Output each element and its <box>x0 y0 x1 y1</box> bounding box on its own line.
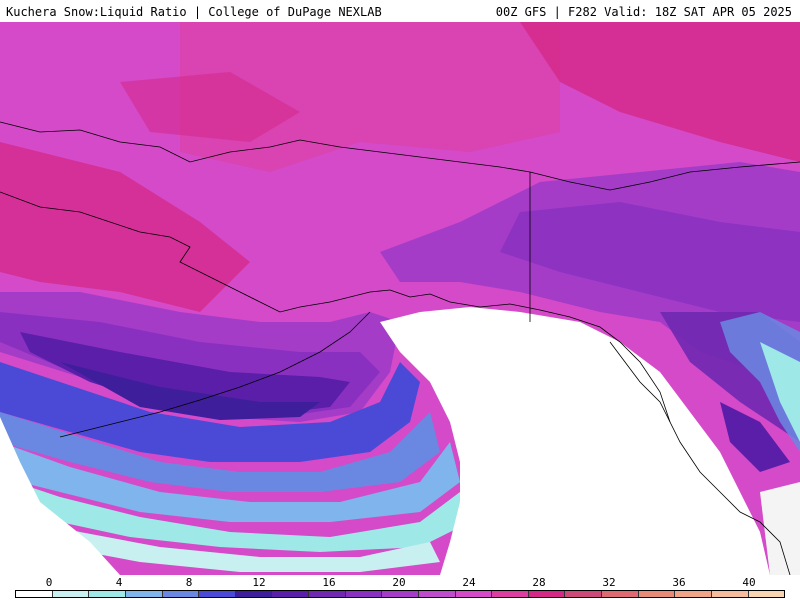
pale-cyan-band <box>0 512 440 572</box>
light-blue-band <box>0 412 440 492</box>
legend-swatch <box>345 591 383 597</box>
color-legend: 0 4 8 12 16 20 24 28 32 36 40 <box>0 575 800 600</box>
legend-swatch <box>89 591 126 597</box>
legend-swatch <box>602 591 639 597</box>
bc-coast-land <box>760 482 800 575</box>
legend-tick: 4 <box>115 576 123 589</box>
bering-ocean <box>0 417 120 575</box>
legend-tick: 40 <box>742 576 756 589</box>
cyan-band <box>0 477 460 552</box>
legend-tick: 16 <box>322 576 336 589</box>
coastal-band-4 <box>60 362 320 420</box>
legend-tick: 32 <box>602 576 616 589</box>
coastlines <box>0 121 800 575</box>
pale-blue-band <box>0 442 460 522</box>
legend-swatch <box>638 591 676 597</box>
legend-swatch <box>16 591 53 597</box>
model-run-label: 00Z GFS | F282 Valid: 18Z SAT APR 05 202… <box>495 5 792 19</box>
legend-swatch <box>565 591 602 597</box>
high-ratio-zone-east <box>520 22 800 162</box>
weather-map <box>0 22 800 575</box>
legend-swatch <box>748 591 785 597</box>
legend-tick: 36 <box>672 576 686 589</box>
legend-ticks: 0 4 8 12 16 20 24 28 32 36 40 <box>0 575 800 589</box>
east-blue-patch <box>720 312 800 452</box>
ocean-area <box>380 307 770 575</box>
high-ratio-patch <box>120 72 300 142</box>
legend-swatch <box>382 591 419 597</box>
legend-tick: 8 <box>185 576 193 589</box>
legend-tick: 24 <box>462 576 476 589</box>
legend-swatch <box>455 591 493 597</box>
legend-swatch <box>711 591 749 597</box>
high-ratio-zone <box>180 22 560 172</box>
legend-swatch <box>235 591 273 597</box>
legend-swatch <box>492 591 529 597</box>
east-cyan-patch <box>760 342 800 442</box>
legend-swatch <box>52 591 90 597</box>
snow-ratio-field <box>0 22 800 575</box>
legend-swatch <box>162 591 200 597</box>
legend-swatch <box>528 591 566 597</box>
legend-swatch <box>675 591 712 597</box>
map-title: Kuchera Snow:Liquid Ratio | College of D… <box>6 5 382 19</box>
legend-swatch <box>309 591 346 597</box>
header-bar: Kuchera Snow:Liquid Ratio | College of D… <box>0 0 800 22</box>
legend-tick: 12 <box>252 576 266 589</box>
legend-tick: 28 <box>532 576 546 589</box>
legend-tick: 0 <box>45 576 53 589</box>
legend-swatch <box>418 591 456 597</box>
coastal-band-3 <box>20 332 350 417</box>
low-ratio-core <box>720 402 790 472</box>
mid-ratio-core <box>500 202 800 322</box>
legend-colorbar <box>15 590 785 598</box>
legend-swatch <box>272 591 309 597</box>
legend-tick: 20 <box>392 576 406 589</box>
legend-swatch <box>125 591 163 597</box>
legend-swatch <box>199 591 236 597</box>
blue-band <box>0 362 420 462</box>
